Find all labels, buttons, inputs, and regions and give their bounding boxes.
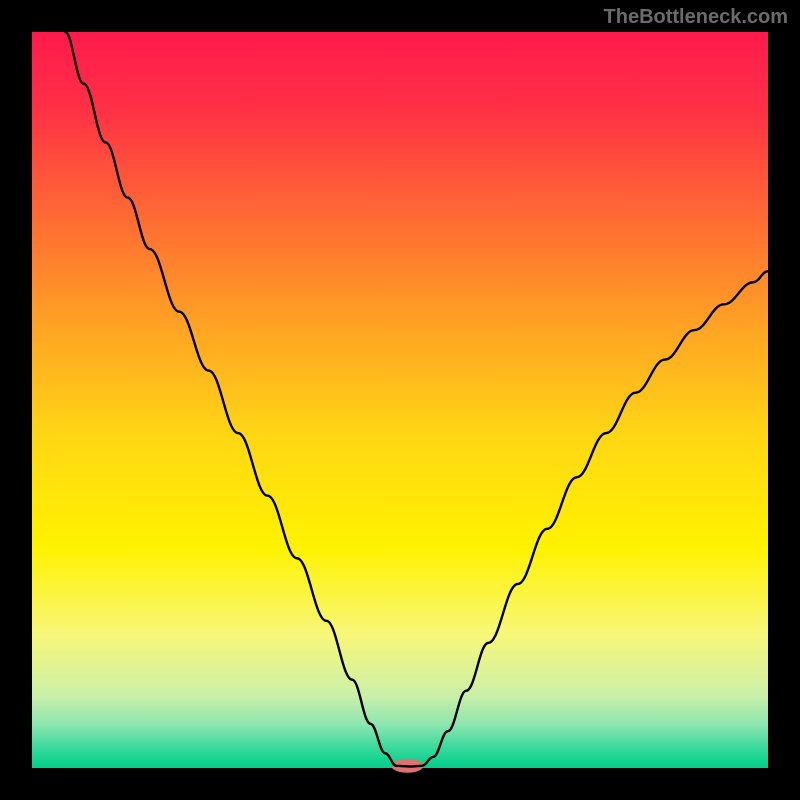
bottleneck-chart: TheBottleneck.com (0, 0, 800, 800)
chart-svg (0, 0, 800, 800)
gradient-background (32, 32, 768, 768)
watermark-text: TheBottleneck.com (604, 6, 788, 29)
